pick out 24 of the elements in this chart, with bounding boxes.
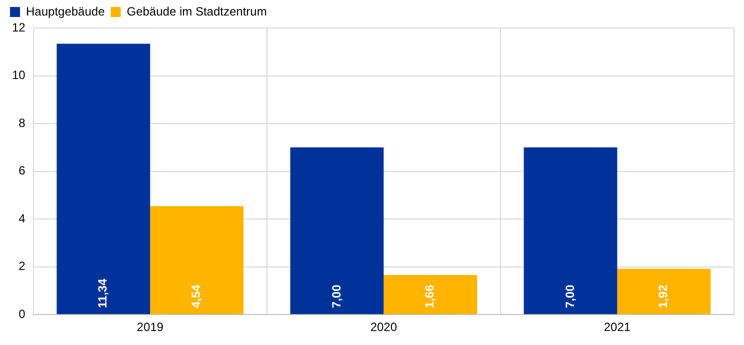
data-label: 1,92 — [656, 284, 670, 308]
x-tick-label: 2020 — [370, 320, 398, 334]
data-label: 11,34 — [96, 278, 110, 308]
y-tick-label: 6 — [18, 164, 26, 178]
y-tick-label: 2 — [18, 259, 26, 274]
bar — [617, 268, 711, 314]
bar — [56, 44, 150, 314]
bar — [524, 147, 618, 314]
data-label: 7,00 — [562, 284, 577, 308]
legend-label: Gebäude im Stadtzentrum — [126, 4, 267, 18]
y-tick-label: 8 — [18, 116, 26, 130]
x-tick-label: 2019 — [136, 320, 164, 334]
bar — [384, 274, 478, 314]
x-tick-label: 2021 — [604, 320, 631, 334]
y-tick-label: 0 — [18, 306, 26, 321]
legend-label: Hauptgebäude — [26, 4, 106, 18]
y-tick-label: 12 — [12, 20, 26, 34]
bar — [150, 206, 244, 314]
bar — [290, 147, 384, 314]
y-tick-label: 10 — [12, 68, 26, 82]
y-tick-label: 4 — [18, 211, 26, 226]
data-label: 7,00 — [329, 284, 344, 308]
data-label: 1,66 — [422, 284, 437, 308]
data-label: 4,54 — [189, 284, 204, 308]
